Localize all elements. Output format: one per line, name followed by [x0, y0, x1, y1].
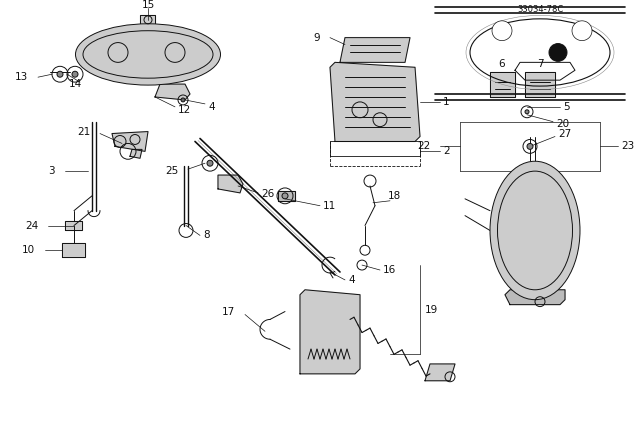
Polygon shape — [525, 72, 555, 97]
Text: 20: 20 — [556, 119, 569, 129]
Polygon shape — [278, 191, 295, 201]
Text: 15: 15 — [141, 0, 155, 10]
Polygon shape — [340, 38, 410, 62]
Text: 5: 5 — [563, 102, 570, 112]
Polygon shape — [140, 15, 155, 25]
Text: 23: 23 — [621, 142, 634, 151]
Polygon shape — [300, 290, 360, 374]
Polygon shape — [112, 132, 148, 151]
Text: 6: 6 — [499, 59, 506, 69]
Text: 12: 12 — [178, 105, 191, 115]
Text: 21: 21 — [77, 127, 90, 137]
Circle shape — [525, 110, 529, 114]
Text: 11: 11 — [323, 201, 336, 211]
Text: 24: 24 — [25, 220, 38, 231]
Polygon shape — [62, 243, 85, 257]
Text: 25: 25 — [164, 166, 178, 176]
Text: 9: 9 — [314, 33, 320, 43]
Text: 1: 1 — [443, 97, 450, 107]
Text: 10: 10 — [22, 245, 35, 255]
Circle shape — [527, 143, 533, 149]
Text: 13: 13 — [15, 72, 28, 82]
Text: 27: 27 — [558, 129, 572, 138]
Circle shape — [282, 193, 288, 199]
Circle shape — [492, 21, 512, 41]
Circle shape — [572, 21, 592, 41]
Text: 16: 16 — [383, 265, 396, 275]
Polygon shape — [490, 72, 515, 97]
Text: 18: 18 — [388, 191, 401, 201]
Circle shape — [181, 98, 185, 102]
Text: 33034-78C: 33034-78C — [517, 5, 563, 14]
Polygon shape — [330, 62, 420, 142]
Text: 4: 4 — [208, 102, 214, 112]
Text: 17: 17 — [221, 306, 235, 317]
Circle shape — [549, 43, 567, 61]
Text: 14: 14 — [68, 79, 82, 89]
Text: 22: 22 — [417, 142, 430, 151]
Text: 7: 7 — [537, 59, 543, 69]
Text: 26: 26 — [261, 189, 275, 199]
Ellipse shape — [490, 161, 580, 300]
Ellipse shape — [76, 24, 221, 85]
Polygon shape — [505, 290, 565, 305]
Polygon shape — [425, 364, 455, 381]
Polygon shape — [65, 220, 82, 230]
Text: 3: 3 — [49, 166, 55, 176]
Circle shape — [57, 71, 63, 77]
Text: 2: 2 — [443, 146, 450, 156]
Polygon shape — [155, 84, 190, 100]
Text: 8: 8 — [203, 230, 210, 241]
Polygon shape — [218, 175, 243, 193]
Circle shape — [207, 160, 213, 166]
Text: 19: 19 — [425, 305, 438, 314]
Polygon shape — [130, 149, 142, 158]
Circle shape — [72, 71, 78, 77]
Text: 4: 4 — [348, 275, 355, 285]
